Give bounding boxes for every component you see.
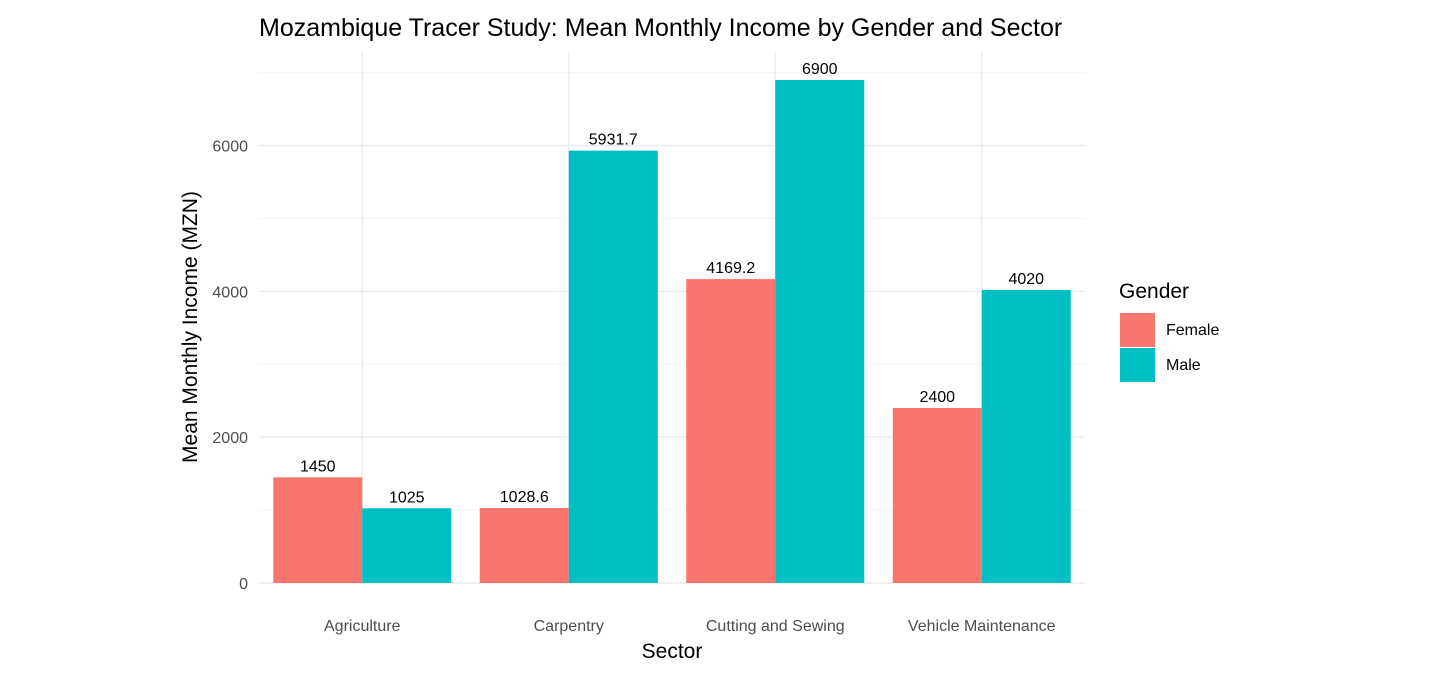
data-labels: 1450 1025 1028.6 5931.7 4169.2 6900 2400 4020	[300, 61, 1044, 506]
legend: Gender Female Male	[1119, 280, 1219, 382]
x-axis-ticks: Agriculture Carpentry Cutting and Sewing Ve…	[324, 618, 1056, 635]
bar-female-carpentry	[479, 508, 569, 583]
data-label: 1028.6	[500, 489, 549, 506]
bars	[273, 80, 1071, 584]
y-tick-label: 2000	[212, 430, 248, 447]
x-tick-label: Agriculture	[324, 618, 401, 635]
x-tick-label: Vehicle Maintenance	[908, 618, 1056, 635]
bar-female-vehicle-maintenance	[892, 408, 982, 583]
data-label: 4020	[1008, 271, 1044, 288]
legend-key-male	[1120, 348, 1155, 382]
bar-female-cutting-and-sewing	[686, 279, 776, 583]
data-label: 1025	[389, 489, 425, 506]
bar-male-carpentry	[568, 150, 658, 584]
chart-title: Mozambique Tracer Study: Mean Monthly In…	[259, 14, 1062, 42]
y-tick-label: 6000	[212, 139, 248, 156]
bar-female-agriculture	[273, 477, 363, 583]
bar-male-agriculture	[362, 508, 452, 583]
x-tick-label: Cutting and Sewing	[706, 618, 845, 635]
legend-items: Female Male	[1120, 313, 1219, 382]
data-label: 5931.7	[589, 132, 638, 149]
y-axis-ticks: 0 2000 4000 6000	[212, 139, 248, 593]
bar-male-vehicle-maintenance	[981, 289, 1071, 583]
legend-label-male: Male	[1166, 357, 1201, 374]
legend-key-female	[1120, 313, 1155, 347]
y-tick-label: 0	[239, 576, 248, 593]
data-label: 6900	[802, 61, 838, 78]
legend-title: Gender	[1119, 280, 1189, 303]
y-tick-label: 4000	[212, 284, 248, 301]
legend-label-female: Female	[1166, 322, 1219, 339]
data-label: 2400	[919, 389, 955, 406]
data-label: 4169.2	[706, 260, 755, 277]
data-label: 1450	[300, 458, 336, 475]
bar-male-cutting-and-sewing	[775, 80, 865, 583]
y-axis-title: Mean Monthly Income (MZN)	[179, 191, 202, 463]
x-axis-title: Sector	[642, 640, 703, 663]
x-tick-label: Carpentry	[534, 618, 604, 635]
